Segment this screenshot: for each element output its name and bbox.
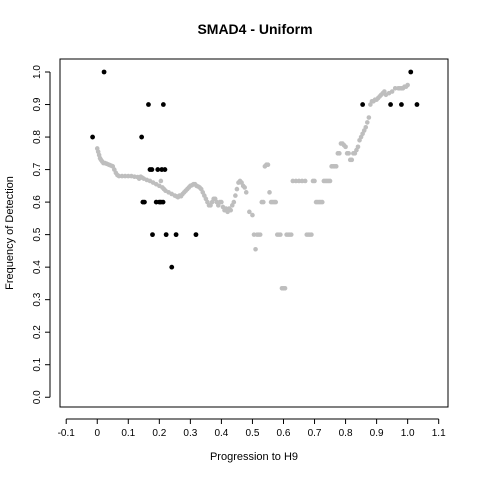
observed-point (90, 134, 95, 140)
x-tick-label: 0 (94, 428, 100, 439)
x-tick-label: 0.5 (245, 428, 259, 439)
y-tick-label: 0.6 (32, 195, 43, 209)
trend-point (302, 178, 308, 184)
observed-point (139, 134, 145, 140)
observed-point (150, 232, 155, 238)
trend-point (247, 209, 252, 215)
observed-point (160, 102, 166, 107)
trend-point (312, 178, 317, 184)
observed-point (408, 69, 414, 75)
trend-point (243, 190, 249, 195)
trend-point (158, 178, 164, 184)
observed-point (388, 102, 393, 107)
x-tick-label: 1.0 (401, 428, 415, 439)
trend-point (364, 120, 370, 125)
trend-point (265, 162, 271, 168)
trend-point (349, 157, 355, 163)
plot-frame (59, 58, 449, 408)
observed-point (173, 232, 179, 238)
observed-point (163, 232, 169, 238)
x-tick-label: 0.3 (183, 428, 197, 439)
trend-series (94, 82, 410, 291)
x-tick-label: 1.1 (432, 428, 446, 439)
trend-point (282, 285, 288, 291)
trend-point (389, 89, 395, 94)
observed-point (399, 102, 404, 107)
trend-point (234, 186, 240, 192)
trend-point (346, 151, 351, 156)
trend-point (228, 207, 234, 213)
observed-point (162, 167, 168, 172)
trend-point (333, 164, 339, 169)
trend-point (319, 199, 325, 205)
trend-point (278, 232, 283, 237)
y-tick-label: 1.0 (32, 65, 43, 79)
trend-point (231, 199, 237, 205)
trend-point (366, 115, 372, 120)
observed-series (90, 69, 420, 270)
trend-point (257, 232, 263, 237)
trend-point (253, 246, 258, 252)
y-tick-label: 0.4 (32, 260, 43, 274)
trend-point (405, 82, 410, 88)
y-tick-label: 0.3 (32, 292, 43, 306)
y-tick-label: 0.5 (32, 227, 43, 241)
trend-point (242, 185, 247, 190)
x-tick-label: 0.7 (308, 428, 322, 439)
trend-point (327, 178, 333, 184)
y-tick-label: 0.0 (32, 390, 43, 404)
x-tick-label: 0.4 (214, 428, 228, 439)
y-axis: 0.0 0.1 0.2 0.3 0.4 0.5 0.6 0.7 0.8 0.9 1.0 (32, 65, 51, 404)
y-tick-label: 0.9 (32, 97, 43, 111)
trend-point (233, 193, 238, 198)
trend-point (363, 124, 369, 130)
observed-point (414, 102, 420, 107)
x-axis-label: Progression to H9 (210, 451, 298, 463)
observed-point (101, 69, 107, 75)
y-tick-label: 0.2 (32, 325, 43, 339)
x-tick-label: 0.1 (121, 428, 135, 439)
observed-point (169, 264, 175, 270)
x-axis: -0.1 0 0.1 0.2 0.3 0.4 0.5 0.6 0.7 0.8 0.9 1.0 1.1 (58, 418, 446, 439)
y-axis-label: Frequency of Detection (4, 176, 16, 290)
observed-point (142, 199, 147, 205)
observed-point (193, 232, 199, 238)
x-tick-label: 0.6 (277, 428, 291, 439)
trend-point (337, 151, 342, 156)
trend-point (261, 199, 266, 205)
y-tick-label: 0.8 (32, 130, 43, 144)
x-tick-label: 0.2 (152, 428, 166, 439)
trend-point (355, 144, 361, 150)
trend-point (288, 232, 294, 237)
observed-point (160, 199, 166, 205)
trend-point (273, 199, 279, 205)
observed-point (360, 102, 366, 107)
chart-title: SMAD4 - Uniform (197, 21, 312, 37)
trend-point (250, 212, 255, 218)
trend-point (267, 190, 272, 195)
observed-point (149, 167, 155, 172)
observed-point (146, 102, 151, 107)
trend-point (309, 232, 314, 237)
trend-point (343, 144, 348, 150)
x-tick-label: -0.1 (58, 428, 76, 439)
trend-point (219, 199, 224, 205)
observed-point (155, 167, 161, 172)
x-tick-label: 0.9 (370, 428, 384, 439)
y-tick-label: 0.7 (32, 162, 43, 176)
y-tick-label: 0.1 (32, 357, 43, 371)
x-tick-label: 0.8 (339, 428, 353, 439)
